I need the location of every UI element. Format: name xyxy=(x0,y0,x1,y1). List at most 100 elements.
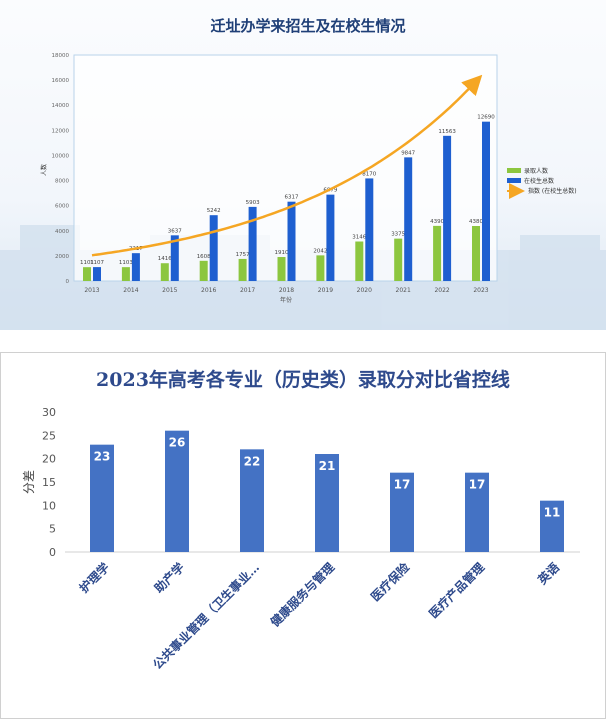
bar-admitted xyxy=(160,263,169,281)
bar-enrolled xyxy=(287,201,296,281)
y-tick-label: 16000 xyxy=(52,78,70,84)
bar xyxy=(240,449,264,552)
x-tick-label: 2014 xyxy=(123,287,138,294)
data-label: 5903 xyxy=(246,200,260,206)
bar-enrolled xyxy=(93,267,101,281)
x-tick-label: 2021 xyxy=(396,287,411,294)
data-label: 3146 xyxy=(352,235,366,241)
x-tick-label: 2022 xyxy=(434,287,449,294)
x-tick-label: 2013 xyxy=(84,287,99,294)
data-label: 5242 xyxy=(207,208,221,214)
bar-enrolled xyxy=(131,253,140,281)
bar-enrolled xyxy=(482,121,490,281)
y-tick-label: 14000 xyxy=(52,103,70,109)
data-label: 4390 xyxy=(430,219,444,225)
bar-enrolled xyxy=(326,194,335,281)
y-tick-label: 4000 xyxy=(55,229,69,235)
bar xyxy=(465,472,489,552)
data-label: 1910 xyxy=(275,250,289,256)
y-tick-label: 10000 xyxy=(52,153,70,159)
trendline-exponential xyxy=(91,74,483,257)
legend-label-admitted: 录取人数 xyxy=(524,167,548,175)
plot-area xyxy=(73,54,498,282)
y-axis-label: 人数 xyxy=(40,164,48,176)
data-label: 3375 xyxy=(391,232,405,238)
x-tick-label: 2017 xyxy=(240,287,255,294)
data-label: 1101 xyxy=(80,260,94,266)
bar xyxy=(315,454,339,552)
enrollment-chart-panel: 迁址办学来招生及在校生情况 0 2000 4000 6000 8000 10000 1200… xyxy=(0,0,606,330)
y-axis-label: 分差 xyxy=(22,470,36,494)
bar-enrolled xyxy=(404,157,413,281)
data-label: 22 xyxy=(244,454,261,468)
bar-enrolled xyxy=(365,178,374,281)
bar-admitted xyxy=(316,255,325,281)
data-label: 1608 xyxy=(197,254,211,260)
x-tick-label: 2018 xyxy=(279,287,294,294)
legend-swatch-enrolled xyxy=(507,178,521,183)
x-tick-label: 2016 xyxy=(201,287,216,294)
data-label: 23 xyxy=(94,450,111,464)
data-label: 6879 xyxy=(323,188,337,194)
y-tick-label: 25 xyxy=(42,429,56,442)
x-axis-label: 年份 xyxy=(280,296,292,304)
bar-admitted xyxy=(238,258,247,281)
data-label: 8170 xyxy=(362,171,376,177)
data-label: 1416 xyxy=(158,256,172,262)
data-label: 1757 xyxy=(236,252,250,258)
score-chart-panel: 2023年高考各专业（历史类）录取分对比省控线 分差 051015202530 … xyxy=(0,352,606,719)
data-label: 26 xyxy=(169,436,186,450)
bar-enrolled xyxy=(170,235,179,281)
y-tick-label: 10 xyxy=(42,499,56,512)
bar-enrolled xyxy=(443,135,452,281)
y-tick-label: 6000 xyxy=(55,204,69,210)
data-label: 1107 xyxy=(90,260,104,266)
data-label: 11563 xyxy=(438,129,456,135)
x-tick-label: 2023 xyxy=(473,287,488,294)
y-tick-label: 2000 xyxy=(55,254,69,260)
bar xyxy=(90,444,114,552)
x-tick-label: 2019 xyxy=(318,287,333,294)
y-tick-label: 18000 xyxy=(52,53,70,59)
data-label: 6317 xyxy=(285,195,299,201)
x-tick-label: 2020 xyxy=(357,287,372,294)
chart2-title: 2023年高考各专业（历史类）录取分对比省控线 xyxy=(96,368,510,391)
bar-enrolled xyxy=(209,215,218,281)
data-label: 12690 xyxy=(477,115,495,121)
data-label: 17 xyxy=(394,478,411,492)
legend-swatch-admitted xyxy=(507,168,521,173)
data-label: 17 xyxy=(469,478,486,492)
y-tick-label: 20 xyxy=(42,453,56,466)
bar xyxy=(390,472,414,552)
bar-admitted xyxy=(277,257,286,281)
data-label: 9847 xyxy=(401,150,415,156)
bar xyxy=(540,500,564,552)
bar-enrolled xyxy=(248,206,257,281)
data-label: 2042 xyxy=(313,248,327,254)
bar-admitted xyxy=(83,267,91,281)
bar-admitted xyxy=(394,238,403,281)
y-tick-label: 12000 xyxy=(52,128,70,134)
legend-label-trend: 指数 (在校生总数) xyxy=(528,187,577,195)
bar-admitted xyxy=(472,226,480,281)
data-label: 4380 xyxy=(469,219,483,225)
y-tick-label: 5 xyxy=(49,523,56,536)
data-label: 21 xyxy=(319,459,336,473)
bar-admitted xyxy=(121,267,130,281)
y-tick-label: 0 xyxy=(49,546,56,559)
x-tick-label: 2015 xyxy=(162,287,177,294)
y-tick-label: 0 xyxy=(66,279,70,285)
legend-label-enrolled: 在校生总数 xyxy=(524,177,554,185)
data-label: 3637 xyxy=(168,228,182,234)
bar-admitted xyxy=(199,260,208,281)
y-tick-label: 30 xyxy=(42,406,56,419)
bar xyxy=(165,430,189,552)
legend: 录取人数 在校生总数 指数 (在校生总数) xyxy=(507,167,577,199)
y-tick-label: 8000 xyxy=(55,179,69,185)
bar-admitted xyxy=(433,225,442,281)
data-label: 1103 xyxy=(119,260,133,266)
y-tick-label: 15 xyxy=(42,476,56,489)
data-label: 11 xyxy=(544,506,561,520)
bar-admitted xyxy=(355,241,364,281)
